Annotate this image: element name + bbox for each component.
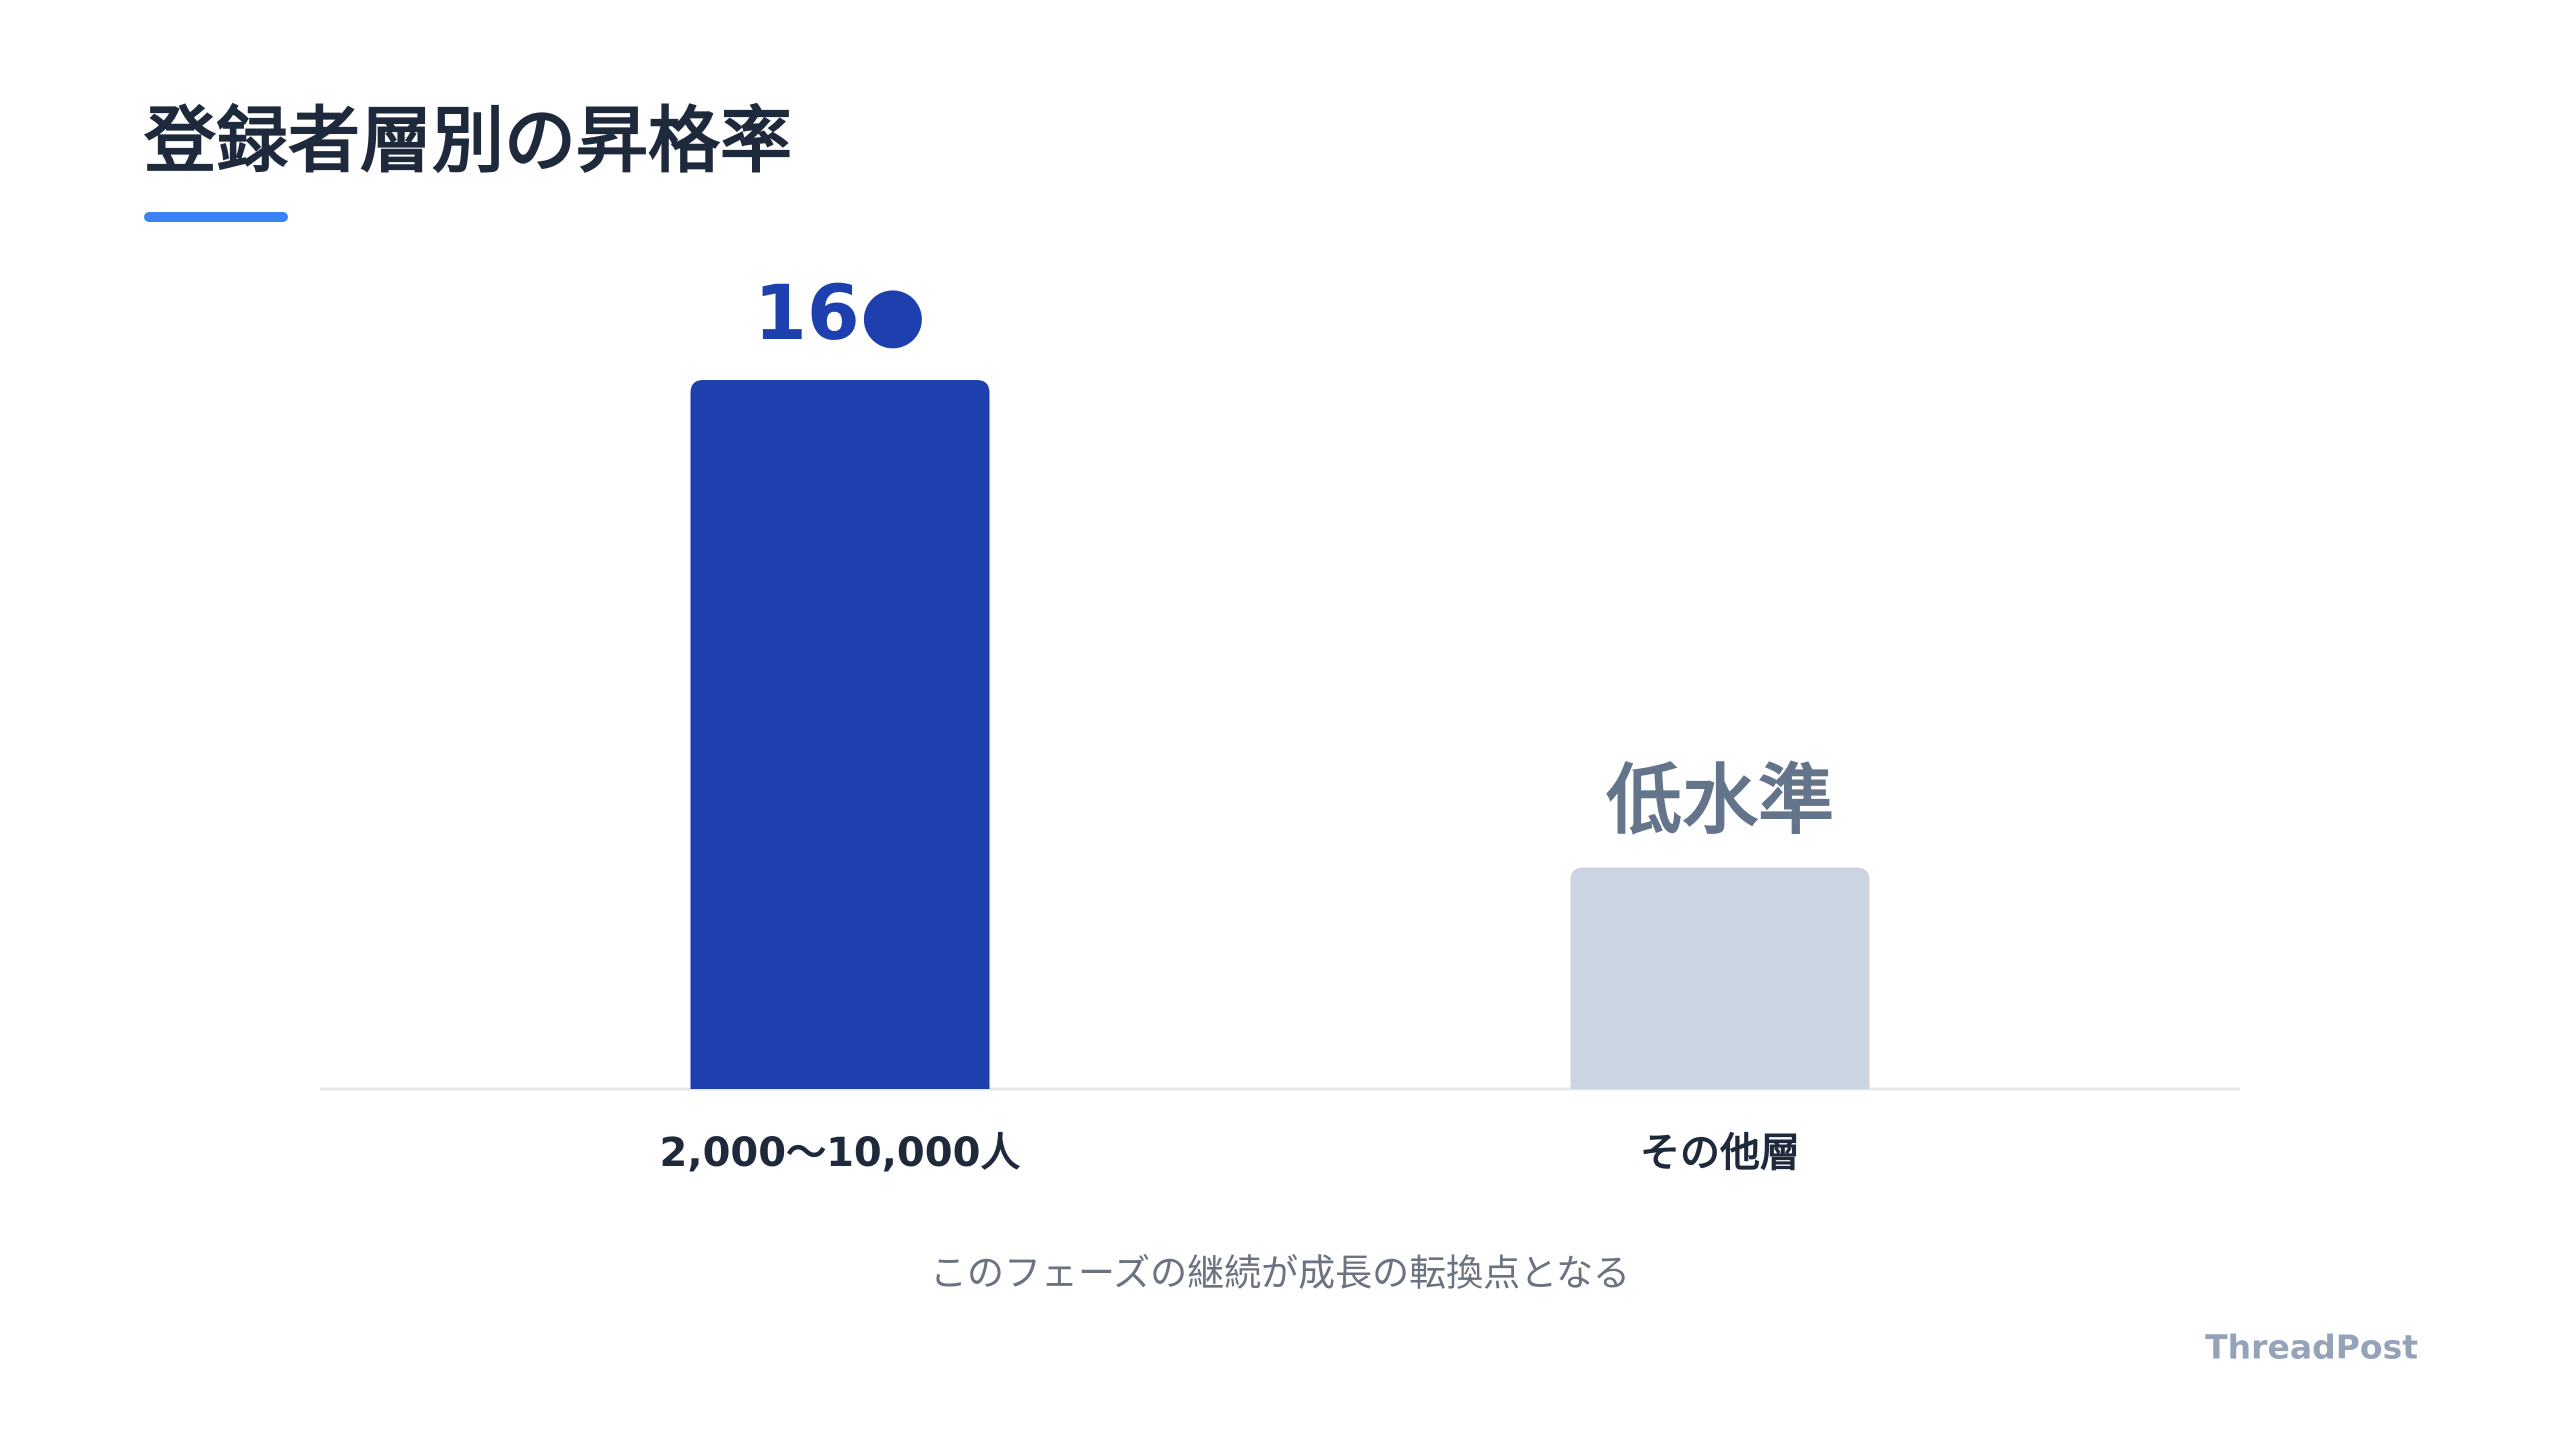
title-accent bbox=[144, 212, 288, 222]
chart-title: 登録者層別の昇格率 bbox=[143, 99, 792, 183]
caption: このフェーズの継続が成長の転換点となる bbox=[930, 1252, 1630, 1295]
bar bbox=[690, 380, 990, 1089]
value-label: 16● bbox=[754, 268, 926, 357]
brand: ThreadPost bbox=[2205, 1328, 2418, 1367]
x-tick-label: その他層 bbox=[1640, 1130, 1800, 1176]
x-tick-label: 2,000〜10,000人 bbox=[660, 1130, 1021, 1176]
bar bbox=[1570, 867, 1870, 1089]
value-label: 低水準 bbox=[1606, 755, 1834, 844]
